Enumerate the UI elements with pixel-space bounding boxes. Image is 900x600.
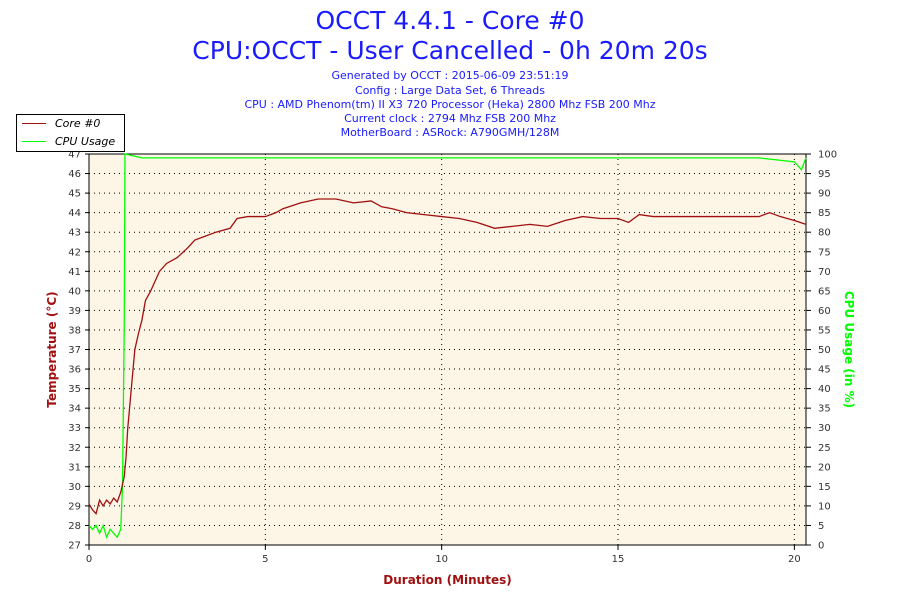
series-core0-line xyxy=(88,198,807,516)
x-axis-title: Duration (Minutes) xyxy=(383,573,511,587)
y-tick-label: 47 xyxy=(68,150,81,161)
x-tick-label: 20 xyxy=(788,554,801,565)
legend-item-cpu-usage: CPU Usage xyxy=(17,133,124,151)
legend-item-core0: Core #0 xyxy=(17,115,124,133)
y2-tick-label: 90 xyxy=(818,189,831,200)
y2-tick-label: 20 xyxy=(818,462,831,473)
y2-tick-label: 45 xyxy=(818,365,831,376)
y-tick-label: 31 xyxy=(68,462,81,473)
y2-tick-label: 15 xyxy=(818,482,831,493)
series-cpu-usage-line xyxy=(88,153,807,540)
y2-tick-label: 5 xyxy=(818,521,824,532)
y-tick-label: 38 xyxy=(68,325,81,336)
y-tick-label: 28 xyxy=(68,521,81,532)
legend: Core #0 CPU Usage xyxy=(16,114,125,152)
legend-swatch xyxy=(22,141,46,142)
x-tick-label: 5 xyxy=(262,554,268,565)
y-tick-label: 36 xyxy=(68,365,81,376)
y2-tick-label: 95 xyxy=(818,169,831,180)
x-tick-label: 0 xyxy=(86,554,92,565)
y2-tick-label: 55 xyxy=(818,325,831,336)
y-tick-label: 27 xyxy=(68,541,81,552)
plot-area xyxy=(89,154,806,545)
y2-tick-label: 100 xyxy=(818,150,837,161)
y-tick-label: 34 xyxy=(68,404,81,415)
y2-tick-label: 10 xyxy=(818,501,831,512)
x-tick-label: 15 xyxy=(612,554,625,565)
y-tick-label: 45 xyxy=(68,189,81,200)
y-tick-label: 39 xyxy=(68,306,81,317)
info-config: Config : Large Data Set, 6 Threads xyxy=(355,84,545,97)
info-cpu: CPU : AMD Phenom(tm) II X3 720 Processor… xyxy=(244,98,656,111)
y-tick-label: 33 xyxy=(68,423,81,434)
legend-label: CPU Usage xyxy=(55,135,116,148)
y-tick-label: 37 xyxy=(68,345,81,356)
legend-label: Core #0 xyxy=(55,117,101,130)
y2-tick-label: 50 xyxy=(818,345,831,356)
y-tick-label: 42 xyxy=(68,247,81,258)
y-tick-label: 44 xyxy=(68,208,81,219)
y2-axis-title: CPU Usage (in %) xyxy=(842,291,856,408)
y2-tick-label: 80 xyxy=(818,228,831,239)
info-motherboard: MotherBoard : ASRock: A790GMH/128M xyxy=(340,126,560,139)
legend-swatch xyxy=(22,123,46,124)
y2-tick-label: 65 xyxy=(818,286,831,297)
y2-tick-label: 30 xyxy=(818,423,831,434)
y-tick-label: 43 xyxy=(68,228,81,239)
y2-tick-label: 25 xyxy=(818,443,831,454)
x-tick-label: 10 xyxy=(435,554,448,565)
y2-tick-label: 0 xyxy=(818,541,824,552)
chart-subtitle: CPU:OCCT - User Cancelled - 0h 20m 20s xyxy=(192,36,708,65)
info-generated: Generated by OCCT : 2015-06-09 23:51:19 xyxy=(331,69,569,82)
y2-tick-label: 60 xyxy=(818,306,831,317)
y-tick-label: 30 xyxy=(68,482,81,493)
y-tick-label: 41 xyxy=(68,267,81,278)
y2-tick-label: 35 xyxy=(818,404,831,415)
y-tick-label: 35 xyxy=(68,384,81,395)
info-clock: Current clock : 2794 Mhz FSB 200 Mhz xyxy=(344,112,556,125)
y2-tick-label: 40 xyxy=(818,384,831,395)
y2-tick-label: 75 xyxy=(818,247,831,258)
y-tick-label: 32 xyxy=(68,443,81,454)
y-axis-title: Temperature (°C) xyxy=(45,291,59,407)
y-tick-label: 40 xyxy=(68,286,81,297)
chart-title: OCCT 4.4.1 - Core #0 xyxy=(315,6,585,35)
y-tick-label: 46 xyxy=(68,169,81,180)
y2-tick-label: 70 xyxy=(818,267,831,278)
y2-tick-label: 85 xyxy=(818,208,831,219)
y-tick-label: 29 xyxy=(68,501,81,512)
